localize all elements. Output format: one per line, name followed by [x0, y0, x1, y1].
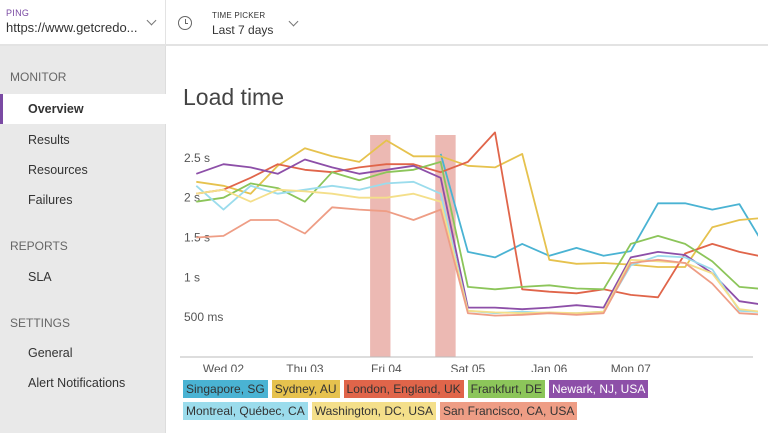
page-title: Load time [183, 84, 285, 110]
sidebar-item-alert-notifications[interactable]: Alert Notifications [28, 376, 126, 390]
section-settings: SETTINGS [10, 316, 71, 330]
legend-row: Singapore, SG Sydney, AU London, England, … [183, 380, 743, 398]
chart-legend: Singapore, SG Sydney, AU London, England, … [183, 380, 743, 424]
legend-item[interactable]: Singapore, SG [183, 380, 268, 398]
x-tick-label: Thu 03 [286, 362, 324, 372]
legend-item[interactable]: San Francisco, CA, USA [440, 402, 578, 420]
time-picker-value: Last 7 days [212, 23, 274, 37]
section-monitor: MONITOR [10, 70, 67, 84]
x-tick-label: Wed 02 [203, 362, 244, 372]
series-line-0 [439, 153, 758, 259]
sidebar-item-results[interactable]: Results [28, 133, 70, 147]
sidebar-item-general[interactable]: General [28, 346, 73, 360]
top-bar: PING https://www.getcredo... TIME PICKER… [0, 0, 768, 46]
x-tick-label: Sat 05 [451, 362, 486, 372]
legend-item[interactable]: Montreal, Québec, CA [183, 402, 308, 420]
legend-item[interactable]: Washington, DC, USA [311, 402, 436, 420]
series-line-1 [196, 139, 758, 268]
legend-item[interactable]: Frankfurt, DE [467, 380, 545, 398]
series-line-3 [196, 161, 758, 291]
y-tick-label: 1 s [184, 270, 200, 284]
time-picker-label: TIME PICKER [212, 11, 266, 20]
x-tick-label: Mon 07 [611, 362, 651, 372]
sidebar-item-overview[interactable]: Overview [0, 94, 166, 124]
x-tick-label: Fri 04 [371, 362, 402, 372]
sidebar-item-resources[interactable]: Resources [28, 163, 88, 177]
sidebar-item-sla[interactable]: SLA [28, 270, 52, 284]
series-line-4 [196, 158, 758, 311]
probe-type-label: PING [6, 8, 30, 18]
y-tick-label: 2 s [184, 191, 200, 205]
x-tick-label: Jan 06 [531, 362, 567, 372]
series-line-6 [196, 188, 758, 315]
legend-item[interactable]: Sydney, AU [271, 380, 340, 398]
y-tick-label: 500 ms [184, 310, 223, 324]
sidebar: MONITOR Overview Results Resources Failu… [0, 46, 166, 433]
legend-item[interactable]: London, England, UK [343, 380, 464, 398]
legend-row: Montreal, Québec, CA Washington, DC, USA S… [183, 402, 743, 420]
y-tick-label: 2.5 s [184, 151, 210, 165]
clock-icon [178, 16, 192, 30]
highlight-band-0 [370, 135, 391, 357]
probe-url: https://www.getcredo... [6, 20, 138, 35]
series-line-2 [196, 131, 758, 299]
probe-selector[interactable]: PING https://www.getcredo... [0, 0, 166, 44]
series-line-5 [195, 180, 758, 315]
series-line-7 [196, 206, 758, 317]
sidebar-item-failures[interactable]: Failures [28, 193, 73, 207]
section-reports: REPORTS [10, 239, 68, 253]
legend-item[interactable]: Newark, NJ, USA [548, 380, 649, 398]
time-picker[interactable]: TIME PICKER Last 7 days [166, 0, 326, 44]
